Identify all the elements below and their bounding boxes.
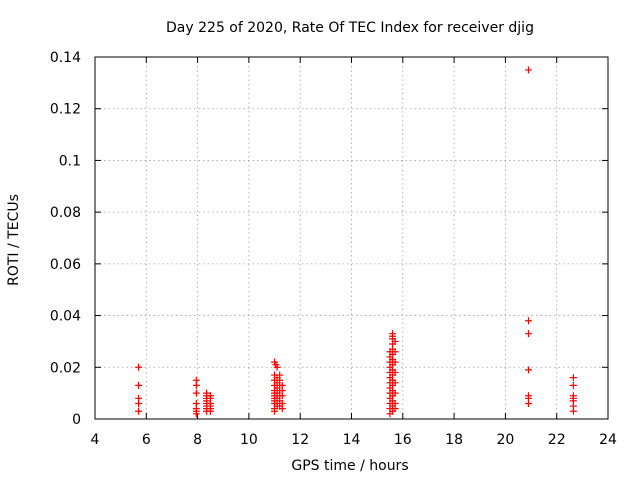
y-tick-label: 0.02 [50, 360, 81, 376]
y-tick-label: 0.08 [50, 205, 81, 221]
y-tick-label: 0.14 [50, 50, 81, 66]
data-point-marker [524, 399, 532, 407]
data-point-marker [524, 330, 532, 338]
data-point-marker [278, 405, 286, 413]
y-tick-label: 0.12 [50, 102, 81, 118]
data-point-marker [135, 399, 143, 407]
data-point-marker [192, 381, 200, 389]
data-point-marker [524, 366, 532, 374]
chart-title: Day 225 of 2020, Rate Of TEC Index for r… [166, 20, 534, 36]
data-point-marker [524, 317, 532, 325]
data-point-marker [391, 379, 399, 387]
x-tick-label: 12 [291, 432, 309, 448]
axis-ticks [94, 56, 609, 420]
data-point-marker [206, 407, 214, 415]
data-point-marker [192, 410, 200, 418]
data-point-marker [391, 337, 399, 345]
x-tick-labels: 4 6 8 10 12 14 16 18 20 22 24 [91, 432, 617, 448]
y-tick-label: 0 [72, 412, 81, 428]
x-tick-label: 20 [496, 432, 514, 448]
x-tick-label: 6 [142, 432, 151, 448]
data-point-marker [192, 389, 200, 397]
data-point-marker [391, 348, 399, 356]
x-tick-label: 16 [394, 432, 412, 448]
data-point-marker [569, 407, 577, 415]
x-tick-label: 24 [599, 432, 617, 448]
data-point-marker [569, 374, 577, 382]
data-point-marker [391, 368, 399, 376]
y-axis-title: ROTI / TECUs [6, 194, 22, 286]
y-tick-label: 0.1 [59, 153, 81, 169]
data-point-marker [135, 363, 143, 371]
y-tick-labels: 0 0.02 0.04 0.06 0.08 0.1 0.12 0.14 [50, 50, 81, 428]
data-point-marker [524, 66, 532, 74]
data-point-marker [391, 389, 399, 397]
data-point-marker [135, 381, 143, 389]
data-points [135, 66, 577, 418]
data-point-marker [391, 358, 399, 366]
y-tick-label: 0.04 [50, 309, 81, 325]
data-point-marker [278, 392, 286, 400]
grid-lines [95, 57, 608, 419]
x-tick-label: 8 [193, 432, 202, 448]
x-tick-label: 4 [91, 432, 100, 448]
x-tick-label: 18 [445, 432, 463, 448]
y-tick-label: 0.06 [50, 257, 81, 273]
data-point-marker [273, 363, 281, 371]
data-point-marker [391, 405, 399, 413]
x-tick-label: 10 [240, 432, 258, 448]
data-point-marker [271, 407, 279, 415]
data-point-marker [135, 407, 143, 415]
x-axis-title: GPS time / hours [291, 458, 408, 474]
data-point-marker [569, 381, 577, 389]
x-tick-label: 22 [548, 432, 566, 448]
x-tick-label: 14 [343, 432, 361, 448]
